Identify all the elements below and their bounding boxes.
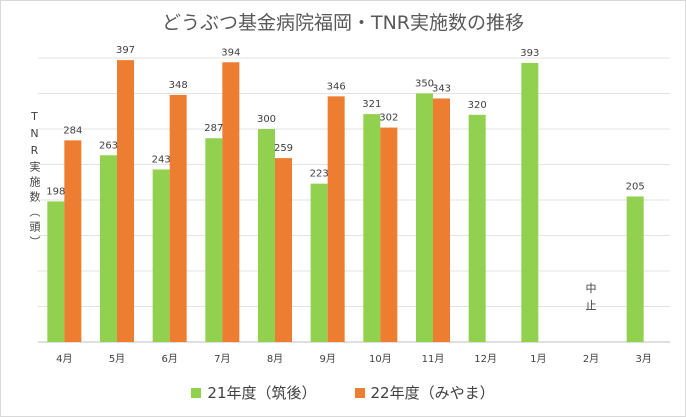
data-label: 198 [46, 186, 65, 197]
data-label: 350 [415, 79, 434, 90]
bar-series-1-3月 [626, 196, 644, 342]
legend-label-series-2: 22年度（みやま） [370, 384, 495, 402]
x-tick-label: 10月 [369, 353, 392, 365]
bar-series-2-10月 [380, 127, 398, 342]
bar-series-2-7月 [222, 62, 240, 342]
annotations: 中止 [586, 282, 597, 312]
y-axis-label: TNR実施数（頭） [28, 110, 41, 251]
x-tick-label: 9月 [319, 353, 335, 365]
bar-series-2-11月 [433, 98, 450, 342]
bar-series-2-5月 [117, 60, 134, 342]
legend: 21年度（筑後） 22年度（みやま） [0, 382, 686, 403]
bar-series-1-11月 [416, 93, 433, 342]
x-tick-label: 1月 [530, 353, 546, 365]
data-label: 397 [116, 45, 135, 56]
data-labels: 198 284 263 397 243 348 287 394 300 259 223 346 321 3… [46, 45, 644, 197]
bar-series-1-5月 [100, 155, 117, 342]
data-label: 243 [152, 154, 171, 165]
chart-title: どうぶつ基金病院福岡・TNR実施数の推移 [161, 12, 525, 34]
bar-series-1-8月 [258, 129, 275, 342]
bar-series-2-9月 [327, 96, 345, 342]
data-label: 300 [257, 114, 276, 125]
data-label: 346 [327, 81, 346, 92]
bar-series-1-9月 [310, 183, 328, 342]
legend-swatch-series-2 [354, 387, 365, 398]
x-tick-label: 12月 [474, 353, 497, 365]
data-label: 259 [274, 143, 293, 154]
x-tick-label: 3月 [635, 353, 651, 365]
legend-entry-series-1: 21年度（筑後） [191, 382, 317, 403]
bar-series-1-7月 [205, 138, 223, 342]
x-tick-label: 4月 [56, 353, 72, 365]
data-label: 393 [520, 48, 539, 59]
x-tick-label: 7月 [214, 353, 230, 365]
annotation-label: 中止 [586, 282, 597, 312]
bar-series-2-8月 [275, 158, 292, 342]
gridlines [38, 57, 670, 343]
x-tick-label: 5月 [109, 353, 125, 365]
bar-series-1-6月 [152, 169, 170, 342]
x-tick-label: 2月 [583, 353, 599, 365]
data-label: 321 [362, 99, 381, 110]
x-tick-label: 11月 [422, 353, 445, 365]
data-label: 223 [310, 169, 329, 180]
data-label: 348 [169, 80, 188, 91]
data-label: 284 [63, 125, 82, 136]
bar-series-2-4月 [64, 140, 82, 342]
x-axis-ticks: 4月 5月 6月 7月 8月 9月 10月 11月 12月 1月 2月 3月 [56, 353, 652, 365]
bar-series-1-12月 [468, 114, 486, 342]
bar-series-1-1月 [521, 62, 539, 342]
data-label: 287 [204, 123, 223, 134]
legend-swatch-series-1 [191, 387, 202, 398]
x-tick-label: 6月 [161, 353, 177, 365]
data-label: 320 [468, 100, 487, 111]
bar-series-2-6月 [169, 94, 187, 342]
legend-label-series-1: 21年度（筑後） [207, 384, 317, 402]
x-tick-label: 8月 [267, 353, 283, 365]
data-label: 263 [99, 140, 118, 151]
data-label: 205 [626, 181, 645, 192]
bar-series-1-4月 [47, 201, 65, 342]
bars [47, 60, 644, 342]
bar-series-1-10月 [363, 114, 381, 342]
data-label: 394 [221, 47, 240, 58]
legend-entry-series-2: 22年度（みやま） [354, 382, 495, 403]
data-label: 343 [432, 83, 451, 94]
data-label: 302 [379, 113, 398, 124]
